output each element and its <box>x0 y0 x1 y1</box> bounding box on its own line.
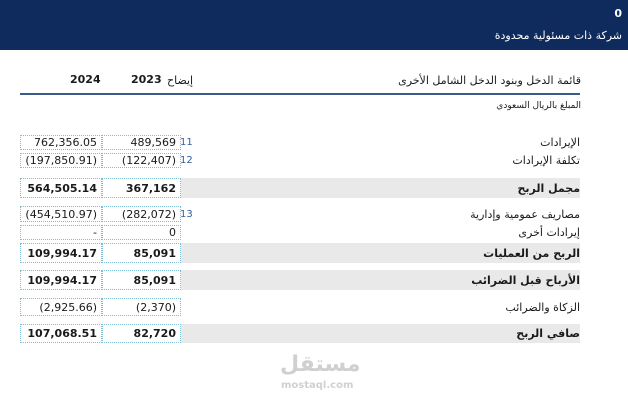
row-zakat-and-tax: (2,925.66) (2,370) الزكاة والضرائب <box>20 298 580 316</box>
cell-2024[interactable]: 109,994.17 <box>20 243 102 263</box>
row-operating-profit: 109,994.17 85,091 الربح من العمليات <box>20 243 580 263</box>
cell-2023[interactable]: 0 <box>102 225 181 240</box>
cell-2024[interactable]: 762,356.05 <box>20 135 102 150</box>
row-label: الربح من العمليات <box>483 246 580 260</box>
row-general-admin-expenses: (454,510.97) (282,072) 13 مصاريف عمومية … <box>20 206 580 222</box>
row-label: مجمل الربح <box>517 181 580 195</box>
statement-title: قائمة الدخل وبنود الدخل الشامل الأخرى <box>398 74 581 87</box>
company-name: شركة ذات مسئولية محدودة <box>494 29 622 42</box>
row-net-profit: 107,068.51 82,720 صافي الربح <box>20 324 580 343</box>
row-label: إيرادات أخرى <box>518 226 580 239</box>
title-bar: 0 شركة ذات مسئولية محدودة <box>0 0 628 50</box>
cell-2024[interactable]: (454,510.97) <box>20 206 102 222</box>
column-header-2024: 2024 <box>70 73 101 86</box>
currency-note: المبلغ بالريال السعودي <box>496 101 581 111</box>
row-cost-of-revenue: (197,850.91) (122,407) 12 تكلفة الإيرادا… <box>20 153 580 168</box>
cell-2023[interactable]: 82,720 <box>102 324 181 343</box>
cell-2023[interactable]: (282,072) <box>102 206 181 222</box>
column-header-note: إيضاح <box>167 74 194 87</box>
row-label: الأرباح قبل الضرائب <box>471 273 580 287</box>
row-label: تكلفة الإيرادات <box>512 154 580 167</box>
cell-2024[interactable]: - <box>20 225 102 240</box>
cell-2023[interactable]: 367,162 <box>102 178 181 198</box>
cell-2023[interactable]: 489,569 <box>102 135 181 150</box>
row-label: مصاريف عمومية وإدارية <box>470 207 580 221</box>
row-profit-before-tax: 109,994.17 85,091 الأرباح قبل الضرائب <box>20 270 580 290</box>
row-revenue: 762,356.05 489,569 11 الإيرادات <box>20 135 580 150</box>
row-label: الإيرادات <box>540 136 580 149</box>
row-label: صافي الربح <box>516 327 580 340</box>
cell-2023[interactable]: 85,091 <box>102 270 181 290</box>
header-divider <box>20 93 580 95</box>
cell-2024[interactable]: (2,925.66) <box>20 298 102 316</box>
cell-2024[interactable]: (197,850.91) <box>20 153 102 168</box>
cell-2024[interactable]: 109,994.17 <box>20 270 102 290</box>
cell-2024[interactable]: 564,505.14 <box>20 178 102 198</box>
note-ref: 13 <box>180 208 193 220</box>
cell-2023[interactable]: (2,370) <box>102 298 181 316</box>
column-header-2023: 2023 <box>131 73 162 86</box>
note-ref: 11 <box>180 137 193 148</box>
row-gross-profit: 564,505.14 367,162 مجمل الربح <box>20 178 580 198</box>
watermark-logo: مستقل <box>280 352 361 377</box>
watermark-site: mostaql.com <box>281 380 354 391</box>
row-label: الزكاة والضرائب <box>505 300 580 314</box>
header-code: 0 <box>614 7 622 20</box>
row-other-income: - 0 إيرادات أخرى <box>20 225 580 240</box>
cell-2023[interactable]: (122,407) <box>102 153 181 168</box>
cell-2023[interactable]: 85,091 <box>102 243 181 263</box>
note-ref: 12 <box>180 155 193 166</box>
cell-2024[interactable]: 107,068.51 <box>20 324 102 343</box>
